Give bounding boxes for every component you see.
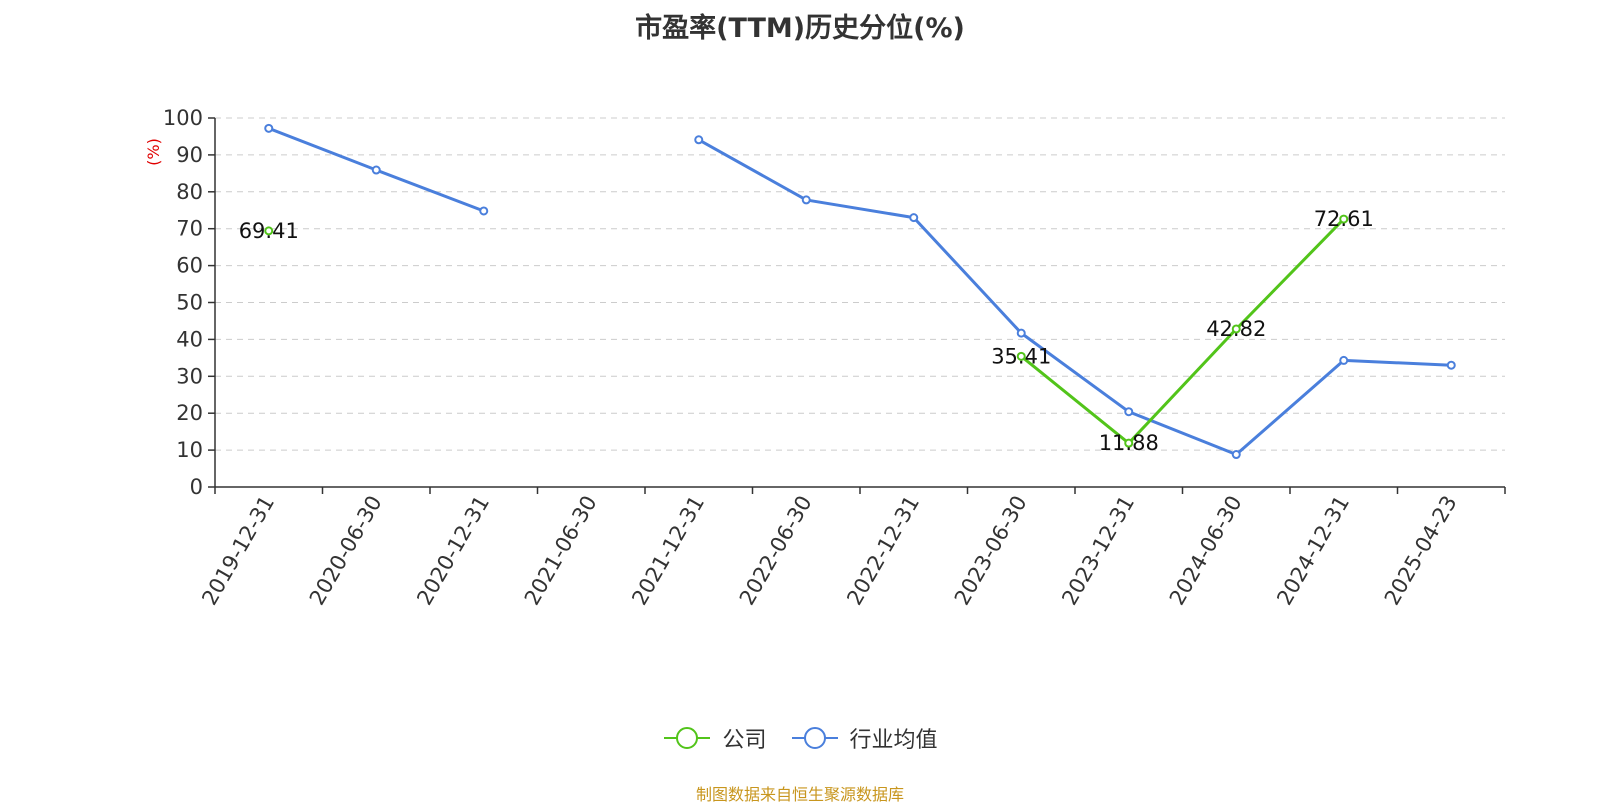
data-point-company (1231, 324, 1241, 334)
source-note: 制图数据来自恒生聚源数据库 (695, 785, 904, 804)
data-point-industry (909, 213, 919, 223)
legend-industry-marker-icon (791, 727, 838, 749)
data-point-industry (264, 123, 274, 133)
legend: 公司 行业均值 (0, 722, 1600, 756)
y-axis-title: (%) (144, 138, 163, 166)
data-point-industry (1124, 407, 1134, 417)
legend-industry-circle (803, 727, 826, 749)
x-tick-label: 2022-12-31 (842, 492, 924, 610)
legend-company-circle (676, 727, 699, 749)
x-tick-label: 2019-12-31 (197, 492, 279, 610)
data-point-company (264, 226, 274, 236)
legend-item-company[interactable]: 公司 (662, 722, 767, 754)
y-tick-label: 60 (176, 254, 203, 278)
data-label-company: 35.41 (991, 344, 1051, 368)
grid-lines (215, 117, 1505, 451)
x-tick-label: 2021-06-30 (520, 492, 602, 610)
data-point-industry (694, 135, 704, 145)
x-tick-label: 2024-06-30 (1165, 492, 1247, 610)
x-tick-label: 2020-06-30 (305, 492, 387, 610)
data-point-industry (1339, 355, 1349, 365)
y-tick-label: 20 (176, 401, 203, 425)
data-point-industry (479, 206, 489, 216)
data-point-industry (1016, 328, 1026, 338)
data-point-industry (1446, 360, 1456, 370)
y-tick-label: 0 (190, 475, 203, 499)
x-tick-label: 2020-12-31 (412, 492, 494, 610)
series-line-industry (698, 138, 1452, 457)
legend-item-industry[interactable]: 行业均值 (790, 722, 938, 754)
data-points (264, 123, 1456, 460)
data-label-company: 11.88 (1099, 431, 1159, 455)
data-point-company (1016, 351, 1026, 361)
data-label-company: 69.41 (239, 219, 299, 243)
data-point-industry (1231, 450, 1241, 460)
x-tick-label: 2023-12-31 (1057, 492, 1139, 610)
x-tick-label: 2021-12-31 (627, 492, 709, 610)
data-point-industry (371, 165, 381, 175)
y-tick-label: 90 (176, 143, 203, 167)
data-point-company (1339, 214, 1349, 224)
data-labels: 69.41 35.41 11.88 42.82 72.61 (239, 207, 1374, 455)
y-tick-label: 10 (176, 438, 203, 462)
data-point-company (1124, 438, 1134, 448)
legend-company-marker-icon (664, 727, 711, 749)
series-line-company (1020, 218, 1345, 445)
axes: 0 10 20 30 40 50 60 70 80 90 100(%) 2019-12-31 2020-… (144, 106, 1506, 610)
legend-label-industry: 行业均值 (849, 728, 938, 753)
chart-title: 市盈率(TTM)历史分位(%) (635, 13, 965, 44)
y-tick-label: 70 (176, 217, 203, 241)
series-lines (268, 126, 1452, 457)
x-tick-label: 2024-12-31 (1272, 492, 1354, 610)
x-tick-label: 2023-06-30 (950, 492, 1032, 610)
x-tick-label: 2025-04-23 (1380, 492, 1462, 610)
x-tick-label: 2022-06-30 (735, 492, 817, 610)
y-tick-label: 80 (176, 180, 203, 204)
y-tick-label: 100 (163, 106, 203, 130)
data-label-company: 72.61 (1314, 207, 1374, 231)
data-label-company: 42.82 (1206, 317, 1266, 341)
y-tick-label: 40 (176, 327, 203, 351)
y-tick-label: 50 (176, 291, 203, 315)
legend-label-company: 公司 (722, 728, 767, 753)
data-point-industry (801, 195, 811, 205)
y-tick-label: 30 (176, 364, 203, 388)
